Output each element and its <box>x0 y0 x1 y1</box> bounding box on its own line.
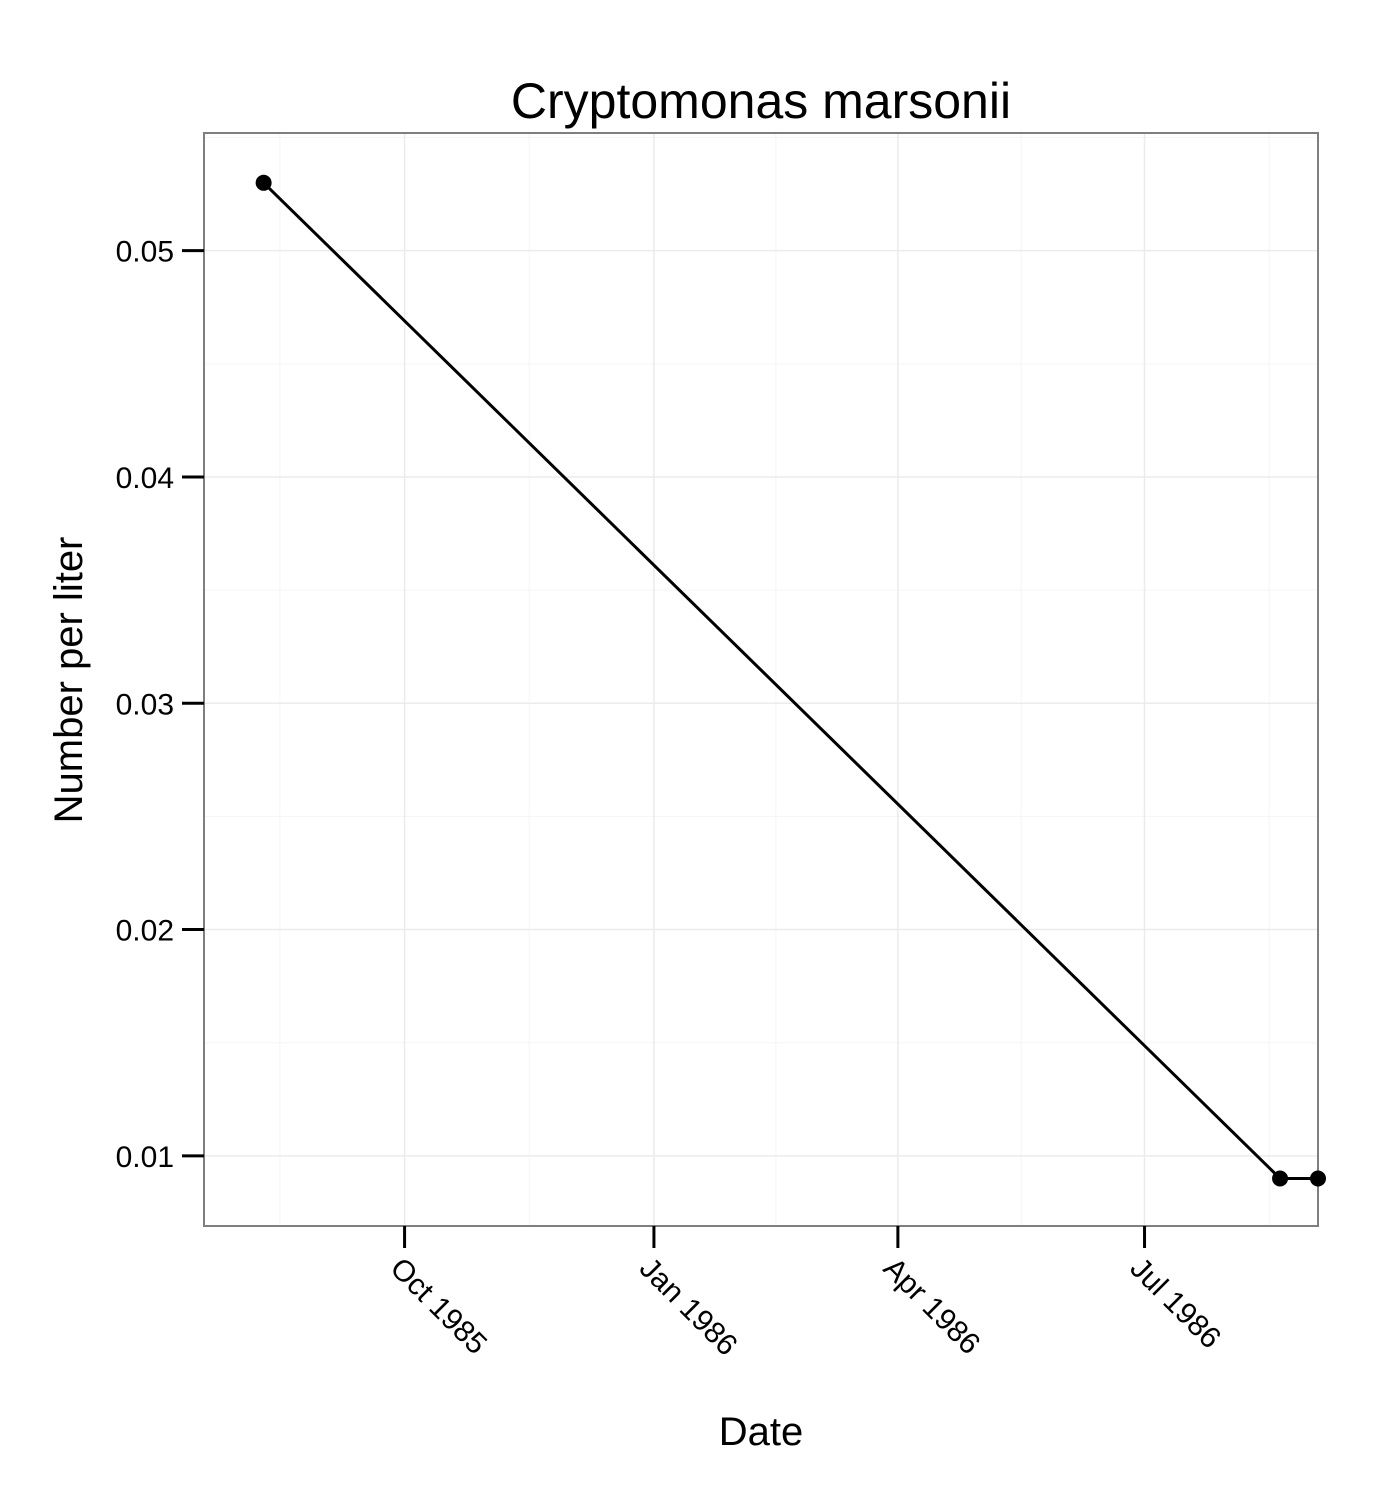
data-point <box>1272 1170 1289 1187</box>
y-tick-label: 0.04 <box>116 462 174 495</box>
x-tick-label: Apr 1986 <box>877 1252 986 1361</box>
y-axis-title: Number per liter <box>47 537 91 824</box>
y-tick-label: 0.03 <box>116 688 174 721</box>
grid-layer <box>204 133 1318 1226</box>
x-axis-title: Date <box>719 1410 804 1454</box>
y-tick-label: 0.05 <box>116 236 174 269</box>
panel-border <box>203 132 1319 1227</box>
data-point <box>1310 1170 1326 1187</box>
y-tick-label: 0.02 <box>116 915 174 948</box>
data-point <box>255 174 272 191</box>
series-layer <box>255 174 1326 1187</box>
x-tick-label: Jul 1986 <box>1124 1252 1228 1356</box>
x-tick-label: Jan 1986 <box>633 1252 744 1363</box>
chart-title: Cryptomonas marsonii <box>511 73 1011 129</box>
y-tick-label: 0.01 <box>116 1141 174 1174</box>
panel-background <box>204 133 1318 1226</box>
x-tick-label: Oct 1985 <box>384 1252 493 1361</box>
